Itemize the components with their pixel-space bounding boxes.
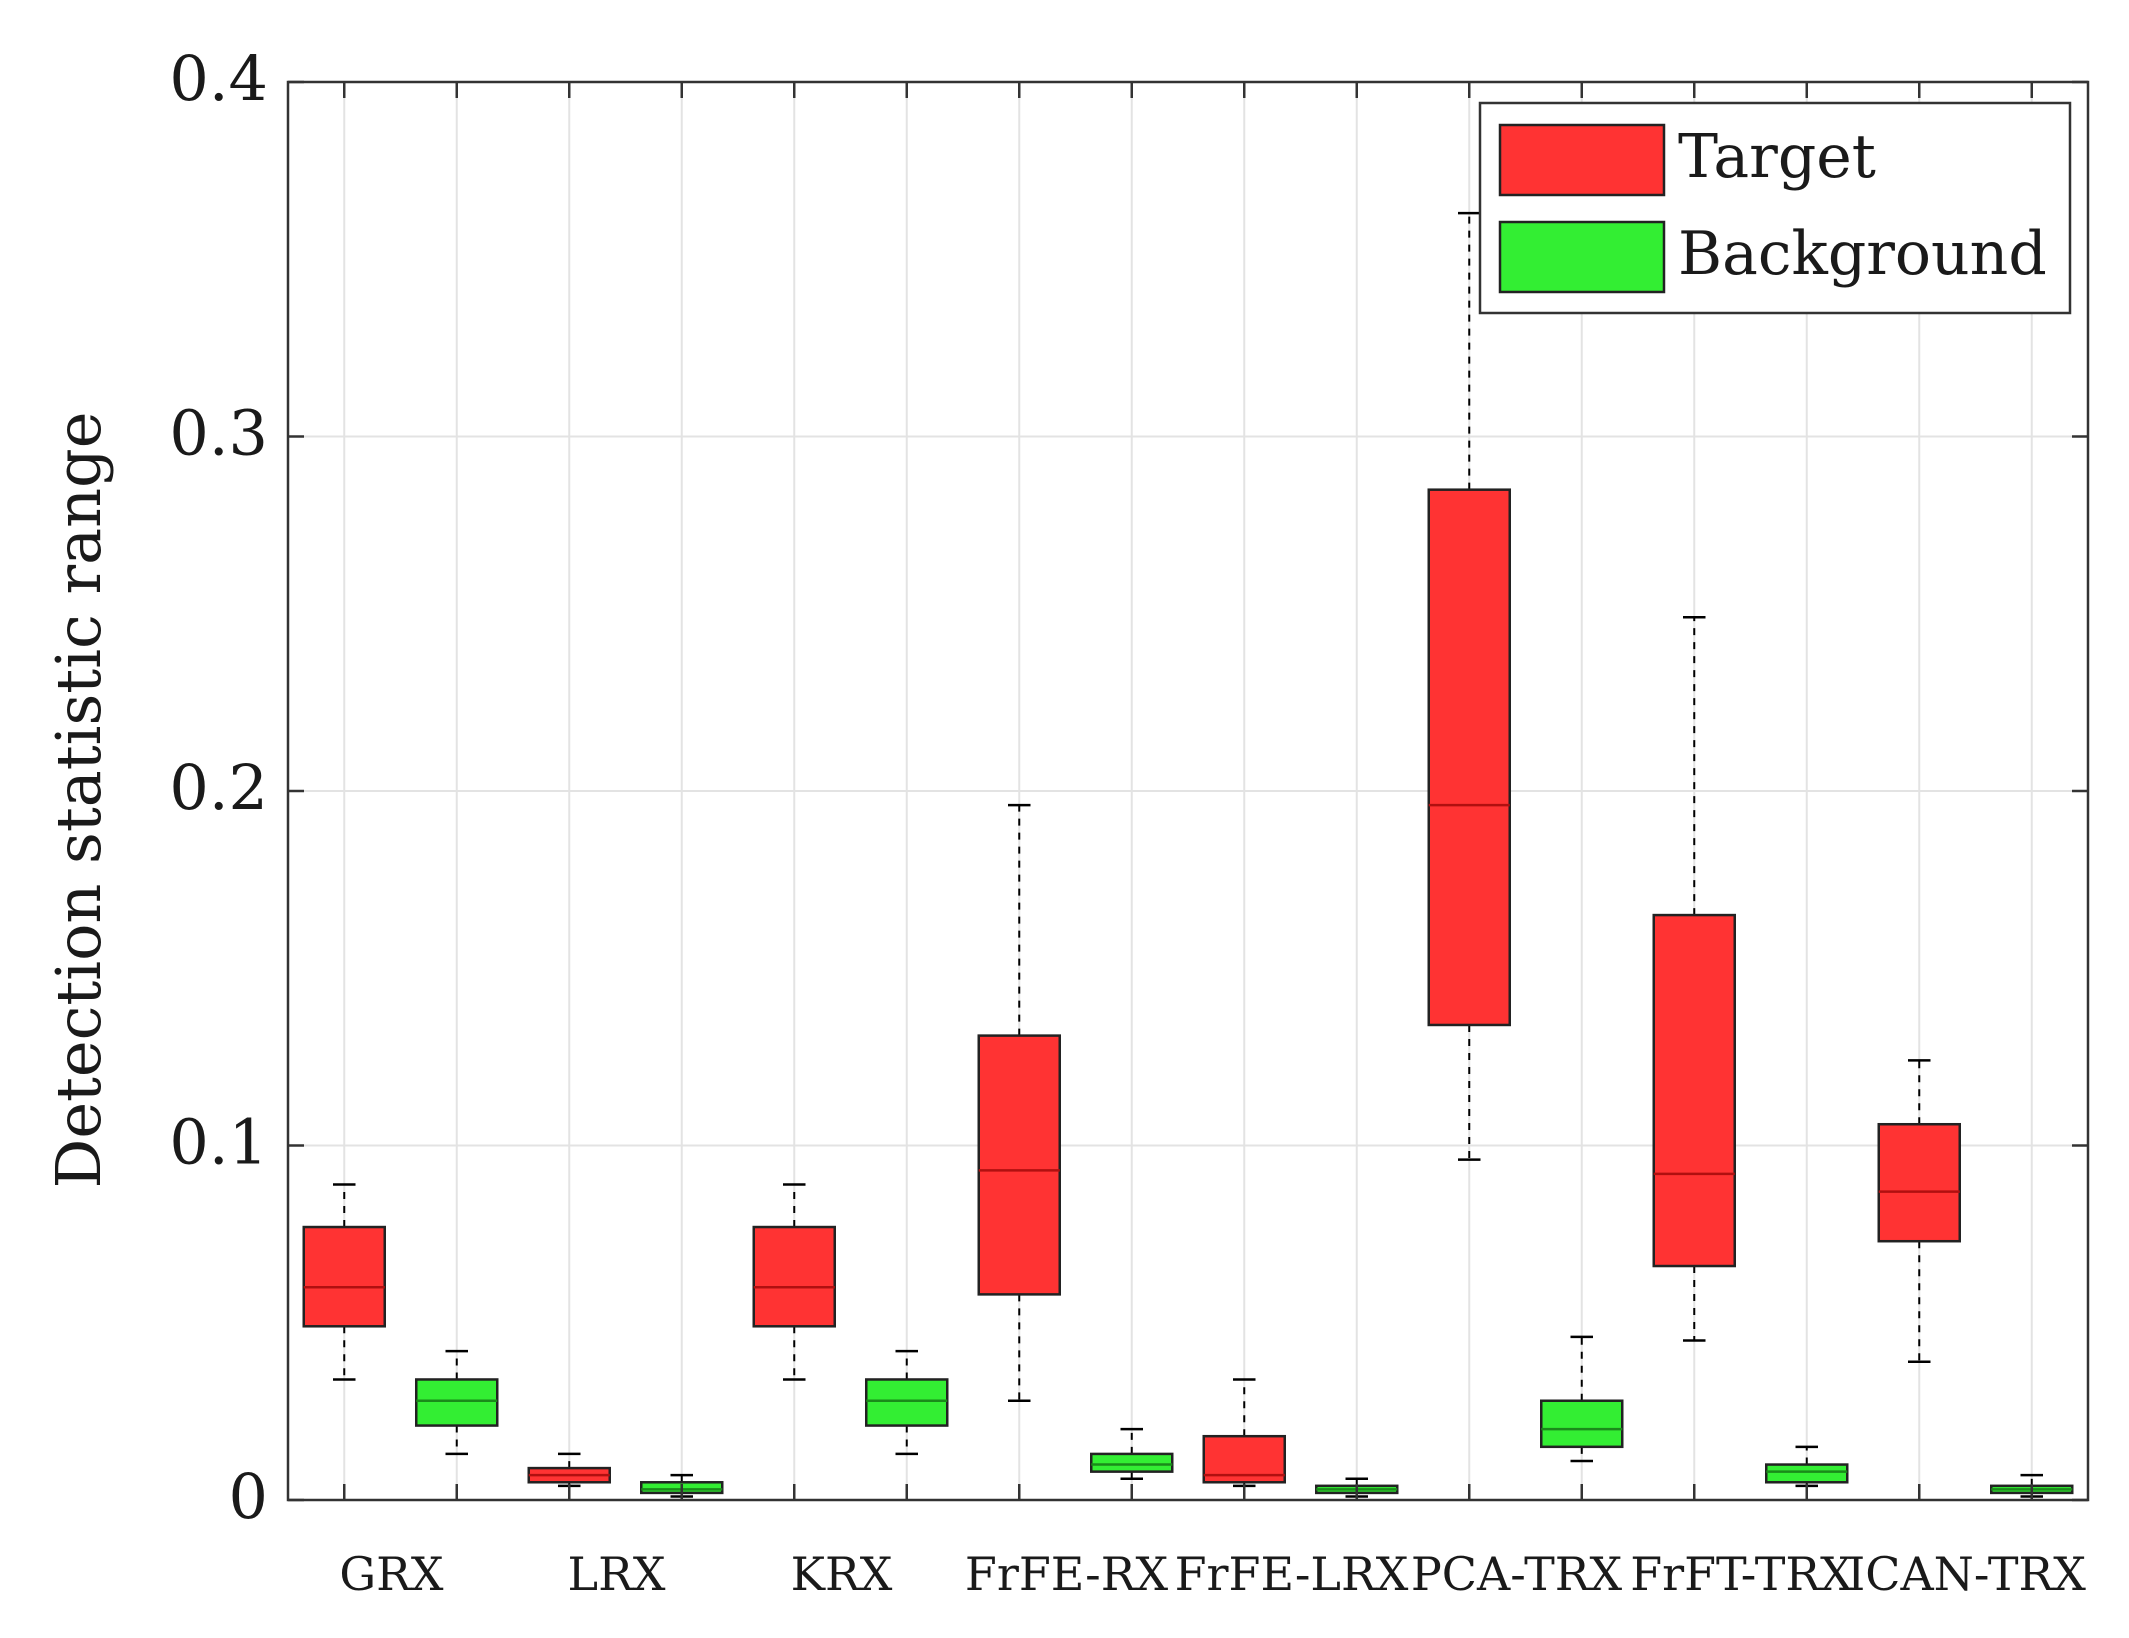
box-rect — [977, 1034, 1061, 1296]
x-tick-label: FrFE-LRX — [1175, 1547, 1409, 1601]
box-rect — [1652, 913, 1736, 1268]
box-target-lrx — [527, 1452, 611, 1488]
box-rect — [865, 1378, 949, 1427]
x-tick-label: KRX — [791, 1547, 893, 1601]
legend-swatch-background — [1498, 220, 1666, 294]
x-tick-label: ICAN-TRX — [1847, 1547, 2086, 1601]
legend-swatch-target — [1498, 123, 1666, 197]
box-background-grx — [415, 1349, 499, 1456]
box-target-pca-trx — [1427, 211, 1511, 1161]
x-tick-labels: GRX LRX KRX FrFE-RX FrFE-LRX PCA-TRX FrFT-TRXI… — [339, 1547, 2086, 1601]
y-tick-label: 0 — [229, 1460, 268, 1533]
x-tick-label: PCA-TRX — [1411, 1547, 1623, 1601]
box-rect — [1765, 1463, 1849, 1484]
y-tick-labels: 0 0.1 0.2 0.3 0.4 — [169, 42, 268, 1533]
box-target-grx — [302, 1183, 386, 1381]
x-tick-label: GRX — [339, 1547, 443, 1601]
box-target-frfe-lrx — [1202, 1378, 1286, 1488]
box-background-pca-trx — [1540, 1335, 1624, 1463]
box-background-frft-trx — [1765, 1445, 1849, 1488]
y-tick-label: 0.4 — [169, 42, 268, 115]
box-rect — [302, 1225, 386, 1328]
box-target-frfe-rx — [977, 803, 1061, 1402]
box-background-frfe-rx — [1090, 1427, 1174, 1480]
box-rect — [1540, 1399, 1624, 1449]
y-axis-title: Detection statistic range — [42, 412, 115, 1189]
box-background-krx — [865, 1349, 949, 1456]
box-target-krx — [752, 1183, 836, 1381]
box-target-frft-trx — [1652, 616, 1736, 1342]
legend-label-background: Background — [1678, 219, 2047, 289]
box-rect — [1427, 488, 1511, 1027]
legend: Target Background — [1478, 101, 2072, 315]
x-tick-label: FrFT-TRX — [1630, 1547, 1853, 1601]
x-tick-label: FrFE-RX — [965, 1547, 1168, 1601]
y-tick-label: 0.1 — [169, 1106, 268, 1179]
box-rect — [752, 1225, 836, 1328]
y-tick-label: 0.2 — [169, 751, 268, 824]
box-rect — [1090, 1452, 1174, 1473]
box-target-ican-trx — [1877, 1059, 1961, 1363]
box-rect — [415, 1378, 499, 1427]
legend-label-target: Target — [1678, 122, 1876, 192]
box-rect — [1877, 1122, 1961, 1243]
y-tick-label: 0.3 — [169, 397, 268, 470]
axes — [286, 80, 2090, 1502]
x-tick-label: LRX — [568, 1547, 666, 1601]
